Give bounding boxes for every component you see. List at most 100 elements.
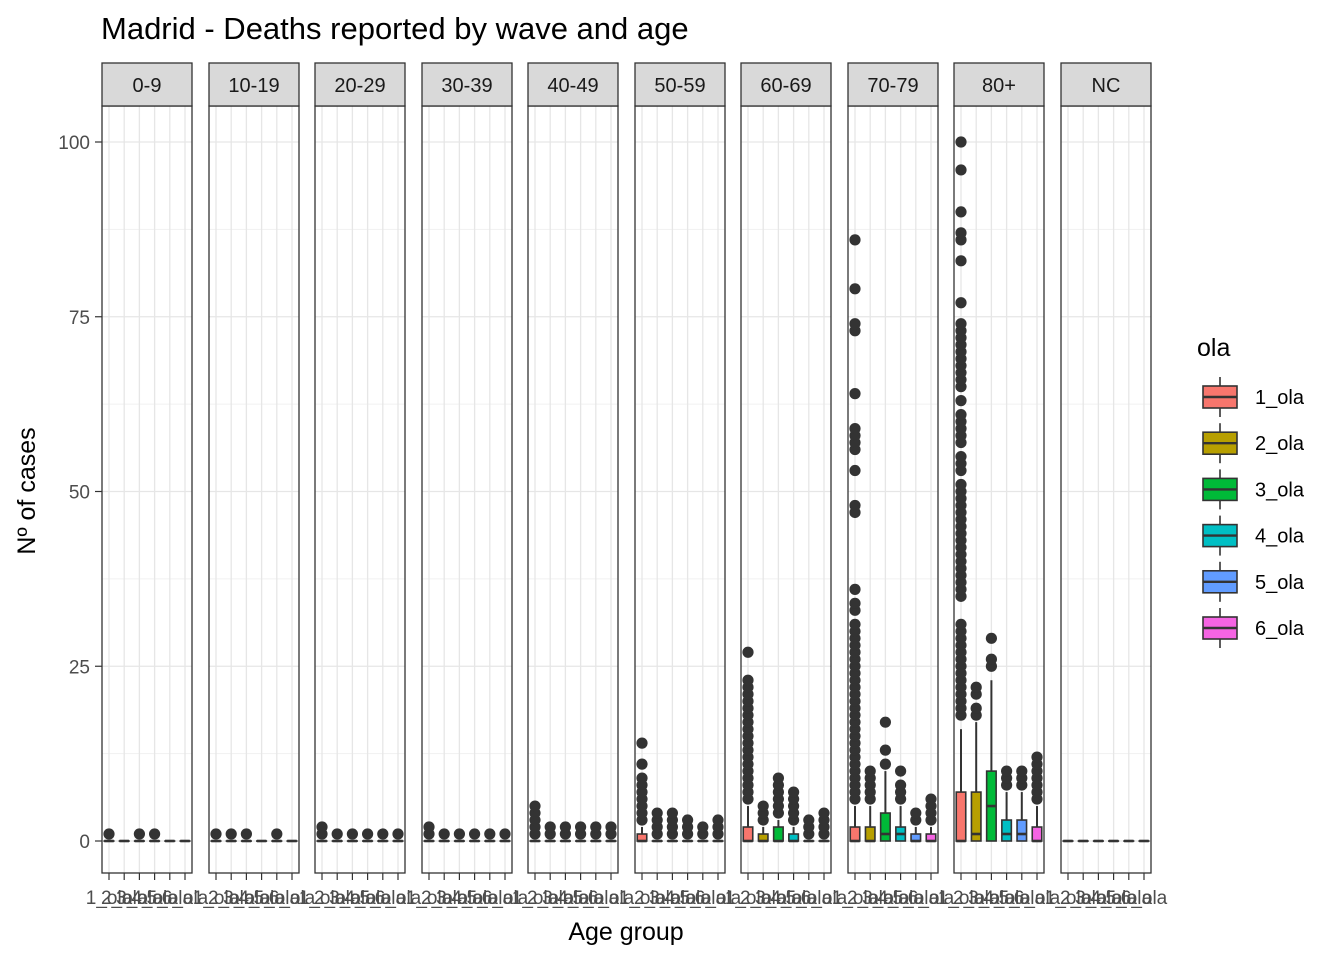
outlier-point — [879, 716, 892, 728]
outlier-point — [895, 779, 907, 791]
x-tick-label: 5_ola — [680, 888, 727, 909]
box-2_ola — [225, 828, 237, 843]
panel-background — [954, 106, 1044, 873]
box-4_ola — [149, 828, 161, 843]
outlier-point — [955, 297, 967, 309]
panel-background — [635, 106, 725, 873]
box-4_ola — [895, 765, 907, 842]
outlier-point — [955, 227, 967, 239]
box-4_ola — [575, 821, 587, 843]
box-5_ola — [271, 828, 283, 843]
legend-item-6_ola: 6_ola — [1202, 608, 1305, 648]
x-tick-label: 2_ola — [953, 888, 1000, 909]
x-tick-label: 2_ola — [847, 888, 894, 909]
x-tick-label: 1_ola — [193, 888, 240, 909]
legend-item-5_ola: 5_ola — [1202, 561, 1305, 602]
x-tick-label: 5_ola — [147, 888, 194, 909]
box-1_ola — [103, 828, 115, 843]
x-tick-label: 2_ola — [314, 888, 361, 909]
outlier-point — [955, 409, 967, 421]
x-tick-label: 4_ola — [451, 888, 498, 909]
outlier-point — [849, 583, 861, 595]
panel-background — [209, 106, 299, 873]
box-body — [1016, 819, 1028, 842]
chart-title: Madrid - Deaths reported by wave and age — [101, 11, 689, 46]
outlier-point — [210, 828, 222, 840]
facet-strip-label: 50-59 — [654, 75, 705, 97]
y-tick-label: 0 — [79, 832, 90, 853]
x-tick-label: 3_ola — [1075, 888, 1122, 909]
box-2_ola — [438, 828, 450, 843]
box-3_ola — [453, 828, 465, 843]
x-tick-label: 4_ola — [557, 888, 604, 909]
y-axis: 0 25 50 75 100 — [58, 133, 102, 853]
outlier-point — [849, 234, 861, 246]
x-tick-label: 1_ola — [1045, 888, 1092, 909]
outlier-point — [149, 828, 161, 840]
box-1_ola — [849, 234, 861, 843]
box-6_ola — [818, 807, 830, 843]
x-tick-label: 4_ola — [770, 888, 817, 909]
facet-strip-label: 10-19 — [228, 75, 279, 97]
box-3_ola — [772, 772, 785, 843]
box-body — [970, 791, 982, 842]
box-3_ola — [346, 828, 358, 843]
facet-strip-label: 60-69 — [760, 75, 811, 97]
facet-strip — [634, 62, 726, 107]
legend-item-2_ola: 2_ola — [1202, 423, 1305, 464]
x-tick-label: 4_ola — [1090, 888, 1137, 909]
x-tick-label: 5_ola — [999, 888, 1046, 909]
outlier-point — [636, 737, 648, 749]
x-tick-label: 6_ola — [908, 888, 955, 909]
x-tick-label: 2_ola — [101, 888, 148, 909]
x-tick-label: 3_ola — [968, 888, 1015, 909]
x-tick-label: 1_ola — [299, 888, 346, 909]
facet-strip — [953, 62, 1045, 107]
outlier-point — [955, 136, 967, 148]
x-tick-label: 3_ola — [436, 888, 483, 909]
box-body — [879, 812, 891, 842]
outlier-point — [484, 828, 496, 840]
outlier-point — [910, 807, 922, 819]
outlier-point — [697, 821, 709, 833]
x-tick-label: 5_ola — [467, 888, 514, 909]
x-tick-label: 3_ola — [649, 888, 696, 909]
outlier-point — [742, 646, 754, 658]
outlier-point — [772, 772, 785, 784]
facet-strip-label: 30-39 — [441, 75, 492, 97]
x-tick-label: 4_ola — [983, 888, 1030, 909]
outlier-point — [103, 828, 115, 840]
x-tick-label: 6_ola — [162, 888, 209, 909]
panel-background — [1061, 106, 1151, 873]
outlier-point — [985, 632, 998, 644]
x-tick-label: 3_ola — [755, 888, 802, 909]
x-tick-label: 1_ola — [406, 888, 453, 909]
box-1_ola — [210, 828, 222, 843]
box-5_ola — [377, 828, 389, 843]
x-tick-label: 5_ola — [254, 888, 301, 909]
x-tick-label: 1_ola — [938, 888, 985, 909]
facet-strip — [527, 62, 619, 107]
outlier-point — [803, 814, 815, 826]
box-1_ola — [636, 737, 648, 843]
x-tick-label: 6_ola — [695, 888, 742, 909]
x-tick-label: 4_ola — [664, 888, 711, 909]
facet-strip-label: 70-79 — [867, 75, 918, 97]
box-body — [955, 791, 967, 842]
outlier-point — [377, 828, 389, 840]
box-3_ola — [559, 821, 572, 843]
x-tick-label: 2_ola — [740, 888, 787, 909]
outlier-point — [666, 807, 679, 819]
x-tick-label: 6_ola — [375, 888, 422, 909]
outlier-point — [651, 807, 663, 819]
